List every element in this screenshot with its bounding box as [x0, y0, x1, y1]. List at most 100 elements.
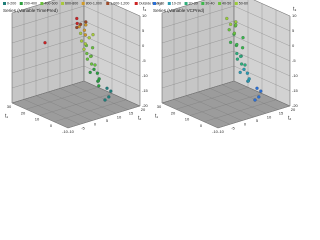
- data-point: [229, 22, 233, 26]
- y-tick-label: 15: [129, 111, 134, 116]
- grid-line: [11, 0, 56, 14]
- legend-swatch: [40, 2, 44, 5]
- grid-line: [83, 20, 141, 47]
- legend-label: 800-1,000: [86, 2, 102, 6]
- data-point: [105, 86, 109, 90]
- data-point: [232, 31, 236, 35]
- legend-label: 200-400: [24, 2, 37, 6]
- grid-line: [161, 80, 235, 104]
- z-tick-label: -5: [142, 58, 146, 63]
- data-point: [93, 63, 97, 67]
- data-point: [239, 54, 243, 59]
- z-tick-label: -10: [142, 73, 149, 78]
- grid-line: [161, 0, 206, 14]
- grid-line: [83, 80, 141, 107]
- data-point: [234, 20, 238, 24]
- legend-label: 50-60: [239, 2, 248, 6]
- data-point: [241, 46, 245, 50]
- grid-line: [11, 35, 85, 59]
- data-point: [82, 47, 86, 51]
- y-tick-label: 10: [117, 114, 122, 119]
- data-point: [229, 40, 233, 44]
- data-point: [235, 51, 239, 56]
- grid-line: [83, 50, 141, 77]
- figure: -100102030-10-505101520-20-15-10-50510t₁…: [3, 0, 299, 134]
- x-tick-label: -10: [212, 129, 219, 134]
- z-tick-label: -5: [292, 58, 296, 63]
- data-point: [240, 62, 244, 66]
- legend-swatch: [61, 2, 65, 5]
- data-point: [78, 31, 83, 35]
- z-tick-label: 0: [292, 43, 295, 48]
- data-point: [234, 23, 238, 27]
- y-tick-label: 20: [291, 107, 296, 112]
- data-point: [87, 36, 91, 40]
- data-point: [85, 51, 89, 56]
- grid-line: [233, 50, 291, 77]
- data-point: [89, 62, 94, 66]
- data-point: [97, 77, 101, 81]
- data-point: [238, 70, 242, 75]
- z-tick-label: 0: [142, 43, 145, 48]
- data-point: [75, 16, 79, 21]
- data-point: [245, 71, 249, 75]
- legend-swatch: [134, 2, 138, 5]
- legend-label: 40-50: [222, 2, 231, 6]
- x-tick-label: 0: [50, 123, 53, 128]
- data-point: [83, 42, 88, 46]
- data-point: [75, 25, 79, 30]
- data-point: [235, 42, 239, 47]
- z-tick-label: 10: [292, 13, 297, 18]
- data-point: [259, 89, 263, 93]
- legend-swatch: [106, 2, 110, 5]
- grid-line: [103, 0, 141, 17]
- grid-line: [59, 88, 117, 114]
- grid-line: [11, 102, 69, 129]
- data-point: [79, 39, 84, 43]
- legend-swatch: [184, 2, 188, 5]
- z-tick-label: -10: [292, 73, 299, 78]
- legend-label: Outside Range: [139, 2, 163, 6]
- x-axis-label: t₁: [5, 113, 8, 119]
- data-point: [88, 70, 92, 75]
- data-point: [83, 33, 88, 37]
- grid-line: [161, 20, 235, 44]
- legend-label: 1,000-1,200: [110, 2, 129, 6]
- legend-label: 400-600: [44, 2, 57, 6]
- data-point: [247, 77, 251, 81]
- data-point: [84, 20, 88, 24]
- x-axis-label: t₁: [155, 113, 158, 119]
- y-tick-label: 5: [256, 118, 259, 123]
- grid-line: [173, 99, 231, 125]
- grid-line: [161, 50, 235, 74]
- data-point: [82, 28, 87, 32]
- chart-title: Series (Variable TimePred): [3, 8, 58, 13]
- y-tick-label: 10: [267, 114, 272, 119]
- chart-title: Series (Variable VCPred): [153, 8, 205, 13]
- data-point: [227, 28, 231, 32]
- x-tick-label: 10: [185, 117, 190, 122]
- y-axis-label: t₂: [288, 115, 291, 121]
- data-point: [225, 16, 229, 21]
- legend-swatch: [218, 2, 222, 5]
- grid-line: [253, 0, 291, 17]
- legend-swatch: [153, 2, 156, 5]
- y-tick-label: 20: [141, 107, 146, 112]
- legend-label: 20-30: [189, 2, 198, 6]
- grid-line: [197, 91, 255, 118]
- legend-swatch: [201, 2, 205, 5]
- y-tick-label: -5: [231, 125, 235, 130]
- y-tick-label: 0: [94, 122, 97, 127]
- y-tick-label: -5: [81, 125, 85, 130]
- data-point: [95, 71, 100, 75]
- grid-line: [185, 95, 243, 121]
- data-point: [107, 95, 111, 99]
- grid-line: [161, 102, 219, 129]
- legend-swatch: [234, 2, 238, 5]
- x-tick-label: -10: [62, 129, 69, 134]
- grid-line: [233, 5, 291, 32]
- grid-line: [47, 91, 105, 118]
- z-axis-label: t₃: [143, 6, 146, 12]
- z-axis-label: t₃: [293, 6, 296, 12]
- z-tick-label: 5: [142, 28, 145, 33]
